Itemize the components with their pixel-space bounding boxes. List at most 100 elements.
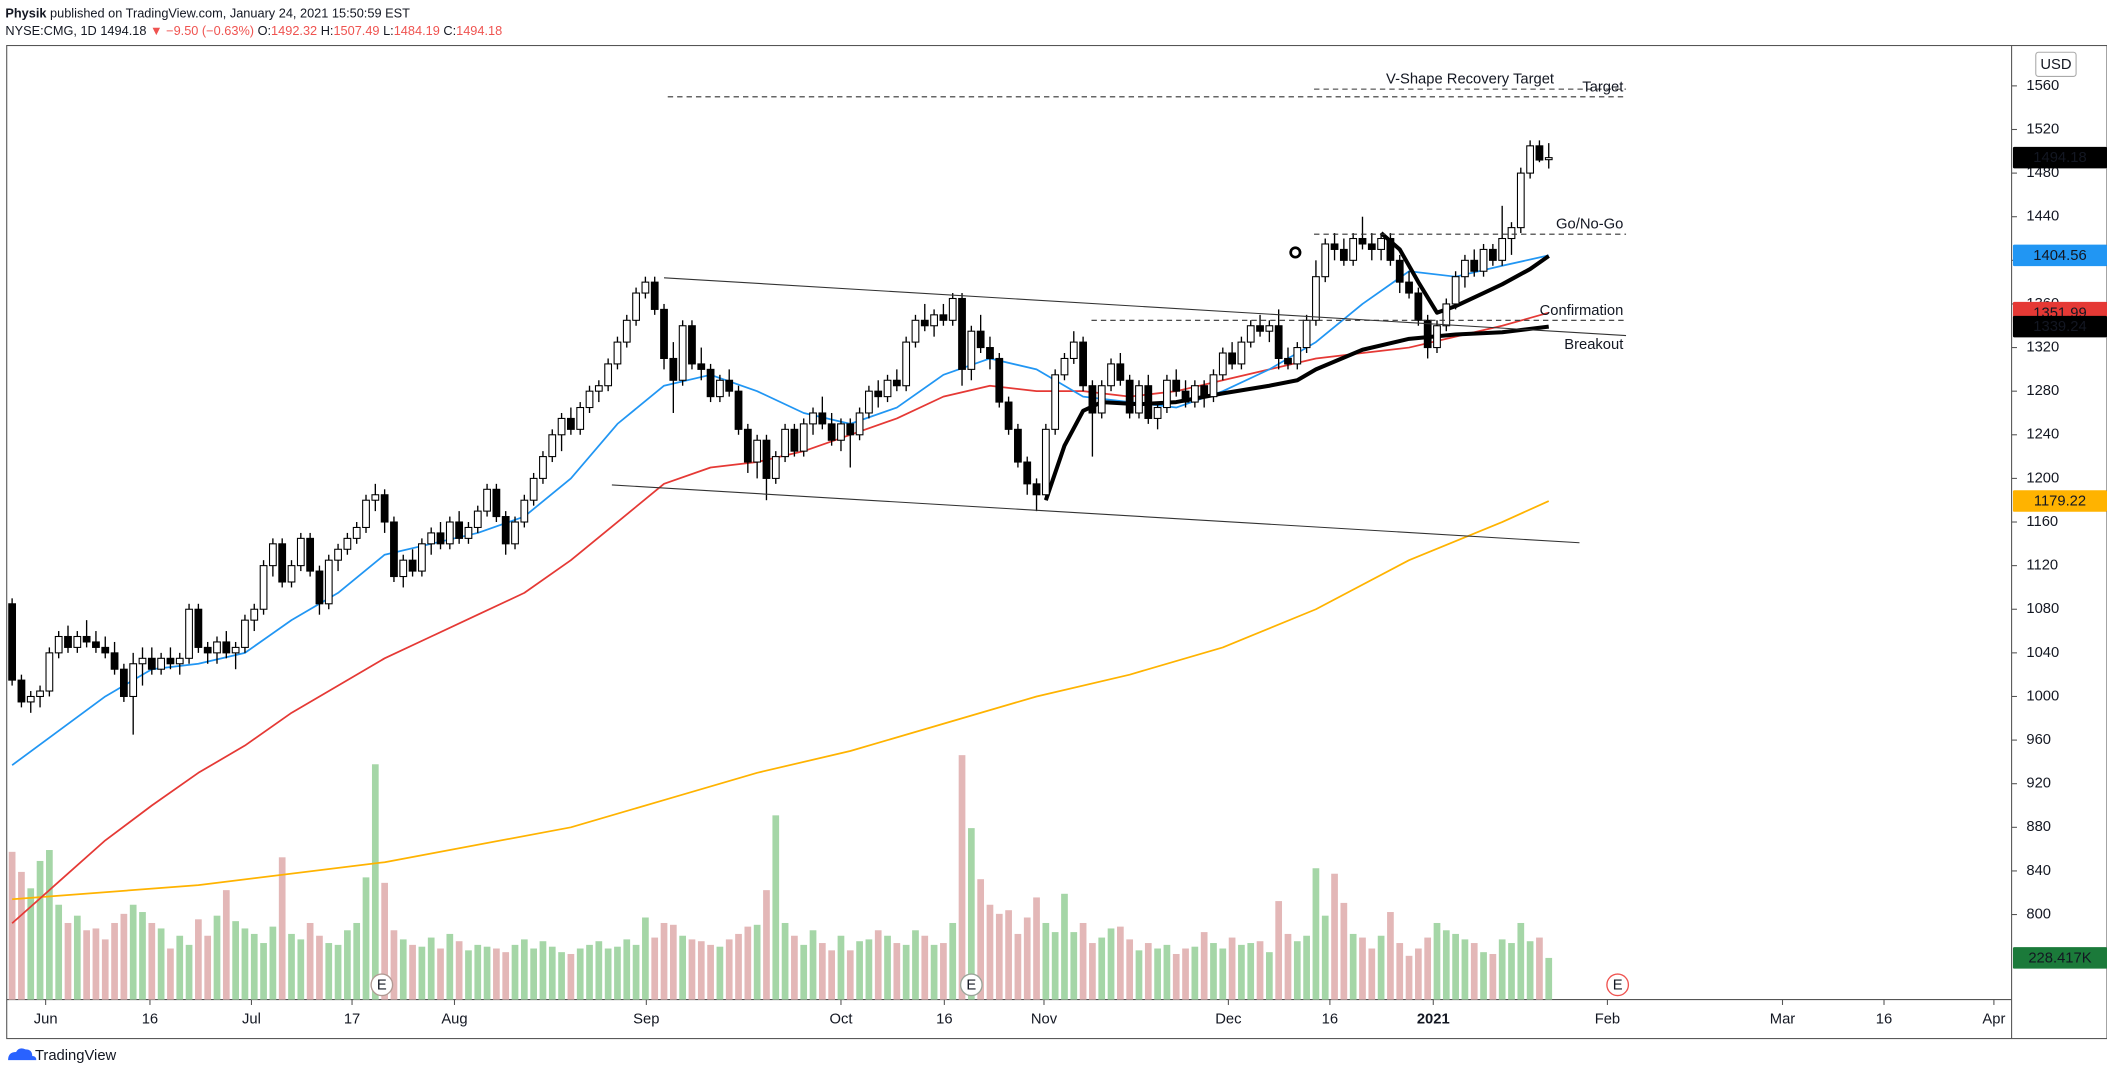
volume-bar [427,937,435,1000]
candle-body [1349,237,1358,261]
candle-body [1228,352,1236,365]
candle-body [1014,428,1022,463]
volume-bar [260,943,267,1000]
candle-body [455,521,464,539]
volume-bar [828,950,836,1000]
volume-bar [642,917,649,1000]
change: ▼ −9.50 (−0.63%) [150,23,254,38]
volume-bar [1312,868,1320,1000]
y-tick-label: 1320 [2026,339,2059,355]
candle-body [1172,379,1181,392]
candle-body [650,281,659,310]
y-tick-label: 1120 [2026,558,2058,574]
volume-bar [1247,943,1255,1000]
candle-body [1190,385,1199,403]
candle-body [1507,227,1516,240]
candle-body [1246,325,1255,343]
candle-body [26,695,35,703]
candle-body [185,608,193,659]
ohlc-value: 1494.18 [456,23,502,38]
volume-bar [195,919,202,1000]
volume-bar [753,924,761,1000]
candle-body [1218,352,1227,376]
volume-bar [921,935,929,1000]
candle-body [883,379,892,398]
candle-body [958,297,966,370]
price-label: 228.417K [2028,951,2091,967]
candle-body [1386,237,1395,261]
candle-body [1135,385,1143,414]
price-label-box [2012,947,2107,969]
x-tick-label: Oct [829,1012,852,1028]
volume-bar [1461,939,1469,1000]
volume-bar [1545,957,1553,1000]
volume-bar [502,952,510,1000]
y-tick-label: 1440 [2026,209,2059,225]
candle-body [939,314,948,321]
candle-body [967,330,976,370]
candle-body [874,390,883,398]
volume-bar [1424,937,1432,1000]
candle-body [762,439,771,479]
volume-bar [1219,948,1227,1000]
volume-bar [1154,948,1161,1000]
volume-bar [809,930,817,1000]
volume-bar [1079,922,1087,1000]
volume-bar [1116,926,1124,1000]
alert-icon[interactable] [1289,246,1302,259]
candle-body [1470,259,1479,272]
candle-body [1488,248,1497,261]
volume-bar [865,939,873,1000]
candle-body [1181,390,1190,403]
volume-bar [344,930,351,1000]
y-tick-label: 1080 [2026,601,2059,617]
candle-body [436,532,445,545]
candle-body [352,526,361,539]
candle-body [930,314,938,327]
volume-bar [679,935,686,1000]
volume-bar [1517,922,1525,1000]
currency-box[interactable] [2035,51,2077,77]
candle-body [222,641,231,654]
candle-body [82,635,91,643]
candle-body [1088,385,1097,414]
volume-bar [1377,935,1385,1000]
candle-body [110,652,119,670]
currency: USD [2040,57,2071,73]
volume-bar [362,877,370,1000]
volume-bar [958,755,966,1000]
candle-body [511,521,519,545]
volume-bar [18,871,25,1000]
volume-bar [604,948,612,1000]
candle-body [1423,319,1432,349]
volume-bar [1293,941,1301,1000]
volume-bar [1070,932,1078,1000]
volume-bar [772,815,780,1000]
price-label-box [2012,244,2107,267]
candle-body [781,428,789,458]
candle-body [390,521,398,578]
candle-body [1451,276,1460,305]
volume-bar [55,904,63,1000]
candle-body [1367,243,1376,250]
volume-bar [1042,922,1050,1000]
candle-body [1442,303,1451,327]
y-tick-label: 1000 [2026,688,2059,704]
candle-body [1004,401,1013,430]
volume-bar [818,943,826,1000]
volume-bar [1061,893,1068,1000]
volume-bar [1210,943,1217,1000]
candle-body [567,417,575,430]
volume-bar [744,926,752,1000]
candle-body [1321,243,1330,278]
y-tick-label: 1040 [2026,645,2059,661]
volume-bar [1135,950,1143,1000]
candle-body [827,423,836,441]
earnings-label: E [1613,977,1623,993]
candle-body [846,423,855,436]
volume-bar [986,904,994,1000]
annotation-label: Target [1582,79,1623,95]
candle-body [790,428,799,452]
candle-body [36,690,44,698]
